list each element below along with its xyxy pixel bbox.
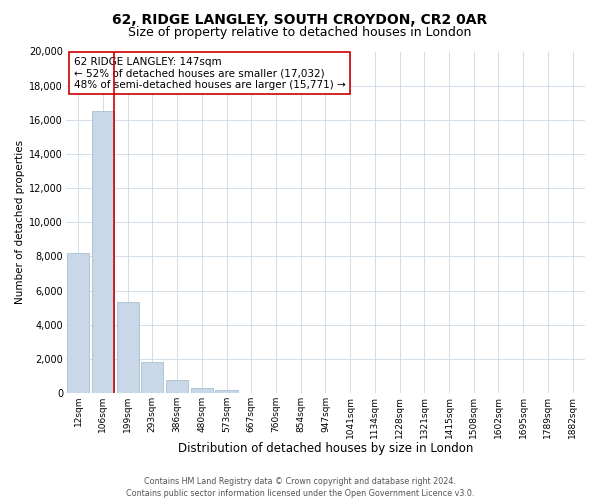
Bar <box>116 302 139 393</box>
Bar <box>67 253 89 393</box>
Y-axis label: Number of detached properties: Number of detached properties <box>15 140 25 304</box>
Text: Contains HM Land Registry data © Crown copyright and database right 2024.
Contai: Contains HM Land Registry data © Crown c… <box>126 476 474 498</box>
X-axis label: Distribution of detached houses by size in London: Distribution of detached houses by size … <box>178 442 473 455</box>
Text: 62 RIDGE LANGLEY: 147sqm
← 52% of detached houses are smaller (17,032)
48% of se: 62 RIDGE LANGLEY: 147sqm ← 52% of detach… <box>74 56 346 90</box>
Bar <box>215 390 238 393</box>
Text: Size of property relative to detached houses in London: Size of property relative to detached ho… <box>128 26 472 39</box>
Bar <box>141 362 163 393</box>
Bar <box>166 380 188 393</box>
Bar <box>191 388 213 393</box>
Text: 62, RIDGE LANGLEY, SOUTH CROYDON, CR2 0AR: 62, RIDGE LANGLEY, SOUTH CROYDON, CR2 0A… <box>112 12 488 26</box>
Bar <box>92 112 114 393</box>
